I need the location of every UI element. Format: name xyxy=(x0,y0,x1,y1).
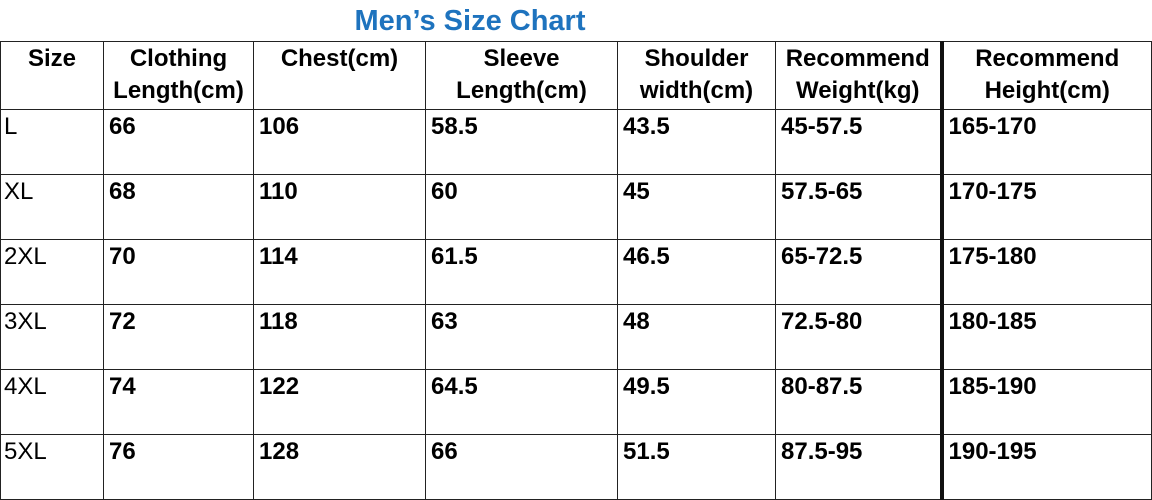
header-cell: Clothing Length(cm) xyxy=(103,41,254,110)
header-text: Clothing xyxy=(129,45,228,72)
value-cell: 61.5 xyxy=(425,239,618,305)
value-cell: 46.5 xyxy=(617,239,776,305)
header-cell: Chest(cm) xyxy=(253,41,426,110)
table-row: 5XL 76 128 66 51.5 87.5-95 190-195 xyxy=(0,434,1152,500)
header-text: Size xyxy=(27,45,77,72)
value-cell: 57.5-65 xyxy=(775,174,942,240)
value-cell: 87.5-95 xyxy=(775,434,942,500)
value-cell: 165-170 xyxy=(939,109,1152,175)
value-cell: 170-175 xyxy=(939,174,1152,240)
table-row: 2XL 70 114 61.5 46.5 65-72.5 175-180 xyxy=(0,239,1152,305)
value-cell: 45 xyxy=(617,174,776,240)
value-cell: 49.5 xyxy=(617,369,776,435)
value-cell: 110 xyxy=(253,174,426,240)
header-text: Weight(kg) xyxy=(795,77,920,104)
size-cell: 2XL xyxy=(0,239,104,305)
value-cell: 60 xyxy=(425,174,618,240)
table-row: XL 68 110 60 45 57.5-65 170-175 xyxy=(0,174,1152,240)
value-cell: 76 xyxy=(103,434,254,500)
header-cell: Recommend Height(cm) xyxy=(939,41,1152,110)
value-cell: 72 xyxy=(103,304,254,370)
value-cell: 118 xyxy=(253,304,426,370)
header-text: Chest(cm) xyxy=(280,45,399,72)
value-cell: 43.5 xyxy=(617,109,776,175)
value-cell: 190-195 xyxy=(939,434,1152,500)
value-cell: 72.5-80 xyxy=(775,304,942,370)
value-cell: 185-190 xyxy=(939,369,1152,435)
value-cell: 70 xyxy=(103,239,254,305)
title: Men’s Size Chart xyxy=(354,5,586,37)
value-cell: 80-87.5 xyxy=(775,369,942,435)
value-cell: 68 xyxy=(103,174,254,240)
value-cell: 122 xyxy=(253,369,426,435)
header-cell: Size xyxy=(0,41,104,110)
value-cell: 65-72.5 xyxy=(775,239,942,305)
value-cell: 106 xyxy=(253,109,426,175)
value-cell: 48 xyxy=(617,304,776,370)
header-text: Length(cm) xyxy=(113,77,244,104)
value-cell: 66 xyxy=(103,109,254,175)
header-text: Recommend xyxy=(785,45,930,72)
value-cell: 45-57.5 xyxy=(775,109,942,175)
header-row: Size Clothing Length(cm) Chest(cm) Sleeve Len… xyxy=(0,41,1152,110)
header-text: Height(cm) xyxy=(984,77,1110,104)
value-cell: 66 xyxy=(425,434,618,500)
size-cell: XL xyxy=(0,174,104,240)
table-row: L 66 106 58.5 43.5 45-57.5 165-170 xyxy=(0,109,1152,175)
value-cell: 64.5 xyxy=(425,369,618,435)
value-cell: 128 xyxy=(253,434,426,500)
table-row: 4XL 74 122 64.5 49.5 80-87.5 185-190 xyxy=(0,369,1152,435)
value-cell: 114 xyxy=(253,239,426,305)
header-text: width(cm) xyxy=(639,77,754,104)
header-cell: Shoulder width(cm) xyxy=(617,41,776,110)
value-cell: 74 xyxy=(103,369,254,435)
size-cell: 3XL xyxy=(0,304,104,370)
header-text: Recommend xyxy=(975,45,1120,72)
size-cell: 5XL xyxy=(0,434,104,500)
header-text: Length(cm) xyxy=(456,77,587,104)
value-cell: 63 xyxy=(425,304,618,370)
value-cell: 58.5 xyxy=(425,109,618,175)
value-cell: 175-180 xyxy=(939,239,1152,305)
header-cell: Recommend Weight(kg) xyxy=(775,41,942,110)
header-text: Shoulder xyxy=(644,45,749,72)
table-row: 3XL 72 118 63 48 72.5-80 180-185 xyxy=(0,304,1152,370)
table-body: L 66 106 58.5 43.5 45-57.5 165-170 XL 68 110 60 45 5… xyxy=(0,109,1152,500)
size-cell: 4XL xyxy=(0,369,104,435)
header-cell: Sleeve Length(cm) xyxy=(425,41,618,110)
value-cell: 51.5 xyxy=(617,434,776,500)
size-table: Size Clothing Length(cm) Chest(cm) Sleeve Len… xyxy=(0,41,1152,500)
size-cell: L xyxy=(0,109,104,175)
value-cell: 180-185 xyxy=(939,304,1152,370)
header-text: Sleeve xyxy=(483,45,560,72)
